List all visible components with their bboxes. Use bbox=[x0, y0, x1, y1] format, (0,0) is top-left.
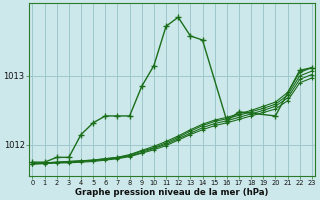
X-axis label: Graphe pression niveau de la mer (hPa): Graphe pression niveau de la mer (hPa) bbox=[76, 188, 269, 197]
